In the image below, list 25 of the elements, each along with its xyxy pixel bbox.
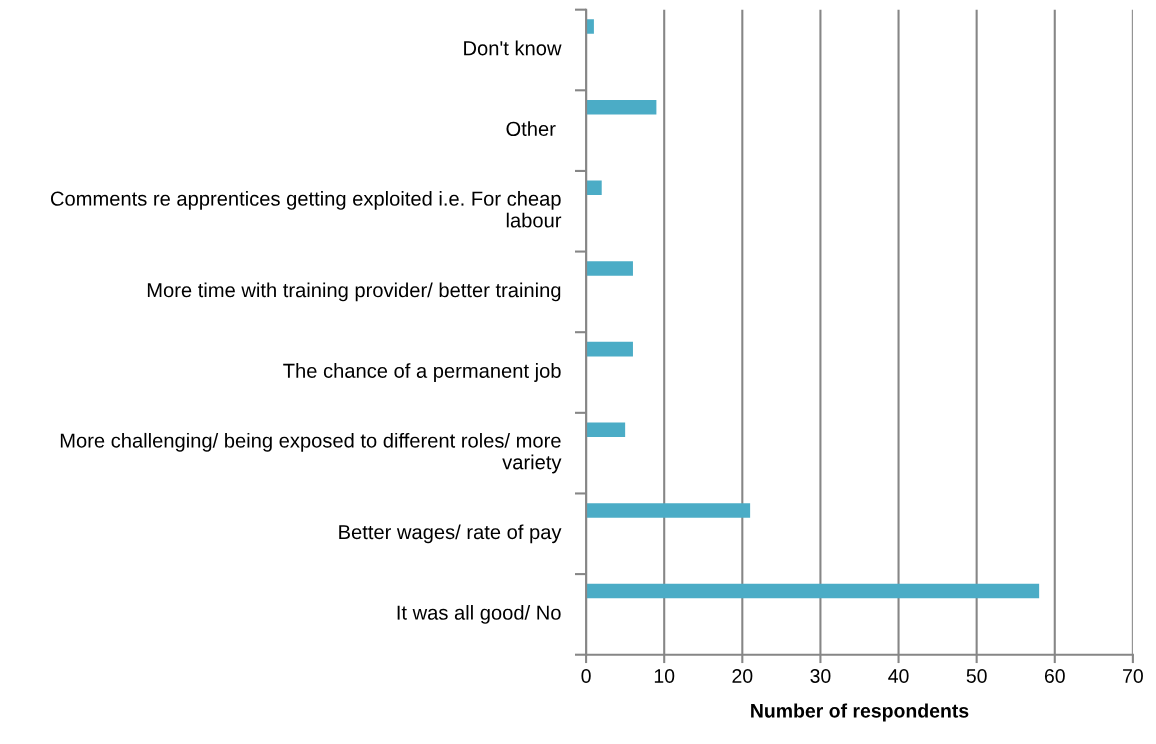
y-tick-label: More challenging/ being exposed to different roles/ more variety — [60, 432, 562, 474]
bar — [586, 341, 633, 357]
bar — [586, 503, 751, 518]
x-tick-label: 30 — [810, 669, 831, 683]
x-axis-title: Number of respondents — [751, 703, 969, 722]
y-tick-label: It was all good/ No — [397, 605, 561, 624]
x-tick-label: 60 — [1044, 669, 1065, 683]
bar — [586, 422, 626, 438]
bar — [586, 99, 657, 115]
y-tick-label: More time with training provider/ better training — [147, 282, 561, 302]
x-tick-label: 40 — [888, 669, 909, 683]
x-tick-label: 0 — [581, 669, 591, 683]
y-tick-label: Better wages/ rate of pay — [339, 524, 562, 544]
bar — [586, 583, 1040, 599]
x-tick-label: 70 — [1123, 669, 1143, 683]
y-tick-label: Comments re apprentices getting exploited i.e. For cheap labour — [50, 191, 562, 228]
x-tick-label: 10 — [654, 669, 675, 683]
bar — [586, 180, 602, 196]
y-tick-label: The chance of a permanent job — [283, 363, 561, 382]
y-tick-label: Other — [506, 121, 556, 137]
x-tick-label: 20 — [732, 669, 753, 683]
bar — [586, 261, 633, 276]
x-tick-label: 50 — [966, 669, 987, 683]
bar — [586, 19, 594, 34]
y-tick-label: Don't know — [464, 40, 562, 56]
